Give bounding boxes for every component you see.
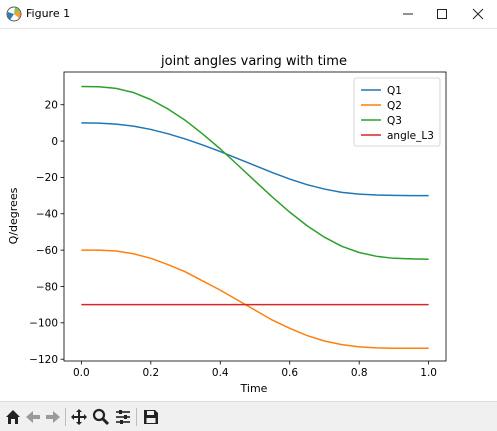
- figure-canvas[interactable]: joint angles varing with time 0.0 0.2 0.4 0…: [0, 29, 497, 401]
- legend-box: [353, 77, 441, 147]
- series-line-q1: [81, 122, 429, 197]
- y-tick-label: −40: [36, 209, 58, 221]
- toolbar-separator: [65, 408, 66, 426]
- y-tick-label: −100: [29, 318, 58, 330]
- minimize-icon: [403, 13, 413, 15]
- x-tick-label: 0.6: [281, 367, 298, 379]
- navigation-toolbar: [0, 401, 497, 431]
- configure-subplots-icon: [116, 410, 130, 424]
- x-tick-label: 1.0: [420, 367, 437, 379]
- chart-svg: joint angles varing with time 0.0 0.2 0.4 0…: [7, 54, 447, 395]
- axes-frame: [63, 71, 447, 362]
- window-title: Figure 1: [26, 7, 71, 20]
- legend-label: Q2: [387, 100, 402, 112]
- toolbar-separator: [136, 408, 137, 426]
- minimize-button[interactable]: [390, 0, 426, 28]
- y-tick-label: −80: [36, 281, 58, 293]
- maximize-button[interactable]: [424, 0, 460, 28]
- x-tick-label: 0.4: [212, 367, 229, 379]
- chart-title: joint angles varing with time: [160, 54, 347, 69]
- x-tick-label: 0.8: [351, 367, 368, 379]
- y-tick-label: −20: [36, 172, 58, 184]
- y-axis-label: Q/degrees: [7, 187, 20, 244]
- close-icon: [472, 8, 484, 20]
- home-button[interactable]: [3, 407, 23, 427]
- matplotlib-app-icon: [6, 6, 22, 22]
- y-tick-label: −60: [36, 245, 58, 257]
- back-button[interactable]: [23, 407, 43, 427]
- pan-icon: [71, 409, 87, 425]
- y-tick-label: 20: [45, 100, 58, 112]
- legend-label: Q3: [387, 115, 402, 127]
- series-line-q3: [81, 85, 429, 260]
- series-line-q2: [81, 249, 429, 350]
- legend-label: Q1: [387, 85, 402, 97]
- zoom-button[interactable]: [91, 407, 111, 427]
- x-tick-label: 0.0: [73, 367, 90, 379]
- save-icon: [144, 410, 158, 424]
- home-icon: [6, 410, 20, 424]
- configure-subplots-button[interactable]: [113, 407, 133, 427]
- legend-label: angle_L3: [387, 130, 434, 142]
- y-tick-label: −120: [29, 354, 58, 366]
- forward-icon: [46, 411, 60, 423]
- x-axis-label: Time: [240, 382, 268, 395]
- pan-button[interactable]: [69, 407, 89, 427]
- window-titlebar: Figure 1: [0, 0, 497, 29]
- back-icon: [26, 411, 40, 423]
- x-tick-label: 0.2: [142, 367, 159, 379]
- legend: Q1 Q2 Q3 angle_L3: [353, 77, 441, 147]
- zoom-icon: [92, 408, 110, 426]
- maximize-icon: [437, 9, 447, 19]
- save-button[interactable]: [141, 407, 161, 427]
- forward-button[interactable]: [43, 407, 63, 427]
- close-button[interactable]: [460, 0, 496, 28]
- y-tick-label: 0: [51, 136, 58, 148]
